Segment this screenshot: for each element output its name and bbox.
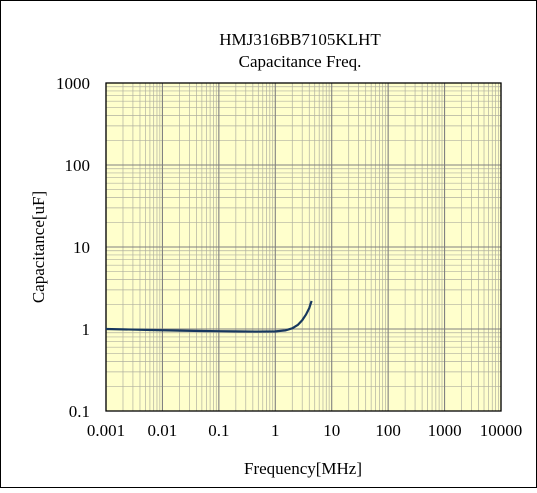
- x-tick-label: 1000: [428, 421, 462, 440]
- series-layer: [105, 300, 313, 333]
- x-tick-label: 0.001: [87, 421, 125, 440]
- plot-border: [105, 82, 502, 412]
- x-tick-label: 10000: [480, 421, 523, 440]
- x-tick-label: 0.01: [148, 421, 178, 440]
- y-tick-label: 0.1: [69, 402, 90, 421]
- x-tick-labels: 0.001 0.01 0.1 1 10 100 1000 10000: [87, 421, 522, 440]
- x-tick-label: 0.1: [208, 421, 229, 440]
- y-tick-label: 1000: [56, 74, 90, 93]
- x-tick-label: 100: [375, 421, 401, 440]
- chart-title: HMJ316BB7105KLHT: [219, 30, 381, 49]
- x-tick-label: 1: [271, 421, 280, 440]
- x-tick-label: 10: [323, 421, 340, 440]
- chart-subtitle: Capacitance Freq.: [239, 52, 362, 71]
- capacitance-series-line: [105, 300, 313, 333]
- y-tick-label: 100: [65, 156, 91, 175]
- y-tick-label: 10: [73, 238, 90, 257]
- y-tick-labels: 0.1 1 10 100 1000: [56, 74, 90, 421]
- y-tick-label: 1: [82, 320, 91, 339]
- y-axis-label: Capacitance[uF]: [29, 191, 48, 303]
- x-axis-label: Frequency[MHz]: [244, 459, 362, 478]
